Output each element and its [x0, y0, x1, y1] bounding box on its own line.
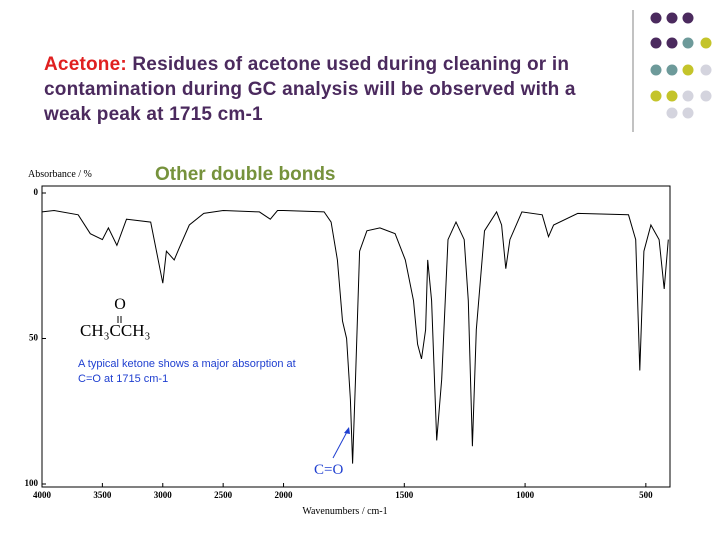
x-tick-label: 3500 — [93, 490, 112, 500]
y-axis-label: Absorbance / % — [28, 169, 92, 180]
note: A typical ketone shows a major absorptio… — [78, 358, 296, 370]
arrow-head — [344, 427, 350, 434]
peak-label: C=O — [314, 462, 343, 478]
x-tick-label: 500 — [639, 490, 653, 500]
spectrum-line — [41, 209, 669, 464]
subtitle: Other double bonds — [155, 164, 336, 185]
x-tick-label: 2000 — [275, 490, 294, 500]
title-lead: Acetone: — [44, 54, 127, 75]
title-text: Residues of acetone used during cleaning… — [44, 54, 576, 125]
note: C=O at 1715 cm-1 — [78, 373, 168, 385]
x-tick-label: 4000 — [33, 490, 52, 500]
formula: CH₃CCH₃ — [80, 321, 150, 340]
y-tick-label: 0 — [34, 187, 39, 197]
formula-oxygen: O — [114, 296, 126, 313]
y-tick-label: 100 — [25, 478, 39, 488]
x-tick-label: 1500 — [395, 490, 414, 500]
title: Acetone: Residues of acetone used during… — [44, 52, 616, 127]
y-tick-label: 50 — [29, 333, 39, 343]
plot-frame — [41, 185, 671, 488]
dot-pattern — [650, 12, 712, 119]
x-axis-label: Wavenumbers / cm-1 — [302, 506, 387, 517]
x-tick-label: 2500 — [214, 490, 233, 500]
x-tick-label: 1000 — [516, 490, 535, 500]
x-tick-label: 3000 — [154, 490, 173, 500]
arrow — [332, 429, 349, 459]
